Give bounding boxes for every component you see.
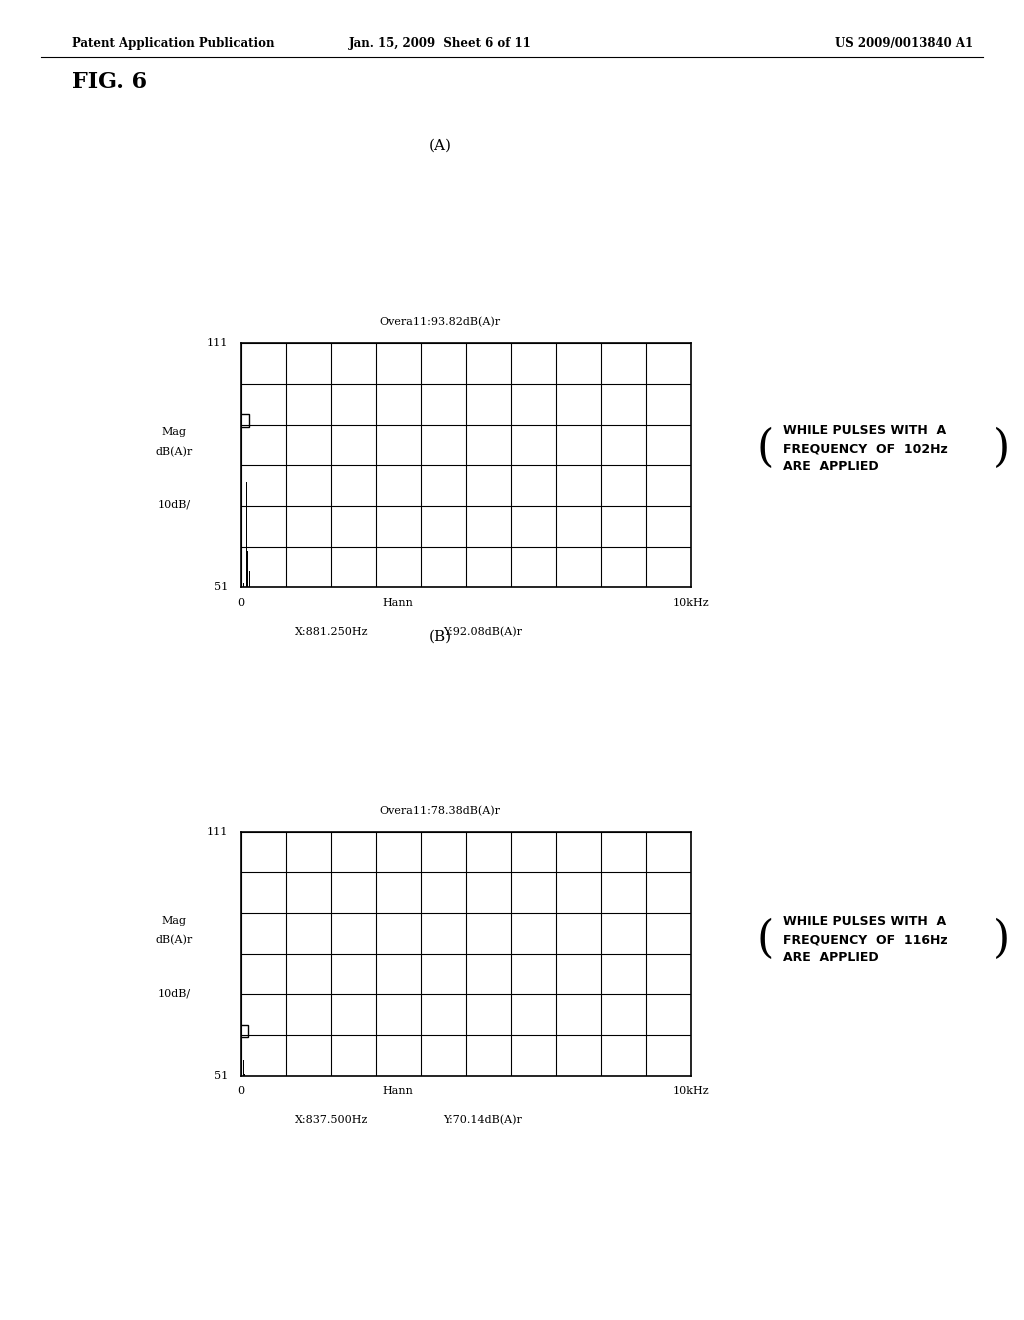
Text: (B): (B) xyxy=(429,630,452,644)
Text: Y:70.14dB(A)r: Y:70.14dB(A)r xyxy=(443,1115,522,1126)
Text: Overa11:78.38dB(A)r: Overa11:78.38dB(A)r xyxy=(380,805,501,816)
Text: X:881.250Hz: X:881.250Hz xyxy=(295,627,369,638)
Text: 10kHz: 10kHz xyxy=(673,1086,710,1097)
Bar xyxy=(238,414,249,426)
Text: FIG. 6: FIG. 6 xyxy=(72,71,146,94)
Text: (: ( xyxy=(757,919,773,961)
Text: (A): (A) xyxy=(429,139,452,153)
Text: WHILE PULSES WITH  A
FREQUENCY  OF  116Hz
ARE  APPLIED: WHILE PULSES WITH A FREQUENCY OF 116Hz A… xyxy=(783,915,948,965)
Text: 51: 51 xyxy=(214,582,228,593)
Text: 10kHz: 10kHz xyxy=(673,598,710,609)
Text: US 2009/0013840 A1: US 2009/0013840 A1 xyxy=(835,37,973,50)
Text: ): ) xyxy=(993,919,1010,961)
Text: 111: 111 xyxy=(207,826,228,837)
Text: WHILE PULSES WITH  A
FREQUENCY  OF  102Hz
ARE  APPLIED: WHILE PULSES WITH A FREQUENCY OF 102Hz A… xyxy=(783,424,948,474)
Bar xyxy=(238,1024,249,1038)
Text: 0: 0 xyxy=(238,1086,244,1097)
Text: Jan. 15, 2009  Sheet 6 of 11: Jan. 15, 2009 Sheet 6 of 11 xyxy=(349,37,531,50)
Text: Patent Application Publication: Patent Application Publication xyxy=(72,37,274,50)
Text: 51: 51 xyxy=(214,1071,228,1081)
Text: ): ) xyxy=(993,428,1010,470)
Text: Mag: Mag xyxy=(162,428,186,437)
Text: 111: 111 xyxy=(207,338,228,348)
Text: Hann: Hann xyxy=(383,598,414,609)
Text: Mag: Mag xyxy=(162,916,186,925)
Text: Y:92.08dB(A)r: Y:92.08dB(A)r xyxy=(443,627,522,638)
Text: X:837.500Hz: X:837.500Hz xyxy=(295,1115,368,1126)
Text: (: ( xyxy=(757,428,773,470)
Text: 10dB/: 10dB/ xyxy=(158,500,190,510)
Text: 0: 0 xyxy=(238,598,244,609)
Text: Overa11:93.82dB(A)r: Overa11:93.82dB(A)r xyxy=(380,317,501,327)
Text: dB(A)r: dB(A)r xyxy=(156,936,193,945)
Text: Hann: Hann xyxy=(383,1086,414,1097)
Text: 10dB/: 10dB/ xyxy=(158,989,190,998)
Text: dB(A)r: dB(A)r xyxy=(156,447,193,457)
